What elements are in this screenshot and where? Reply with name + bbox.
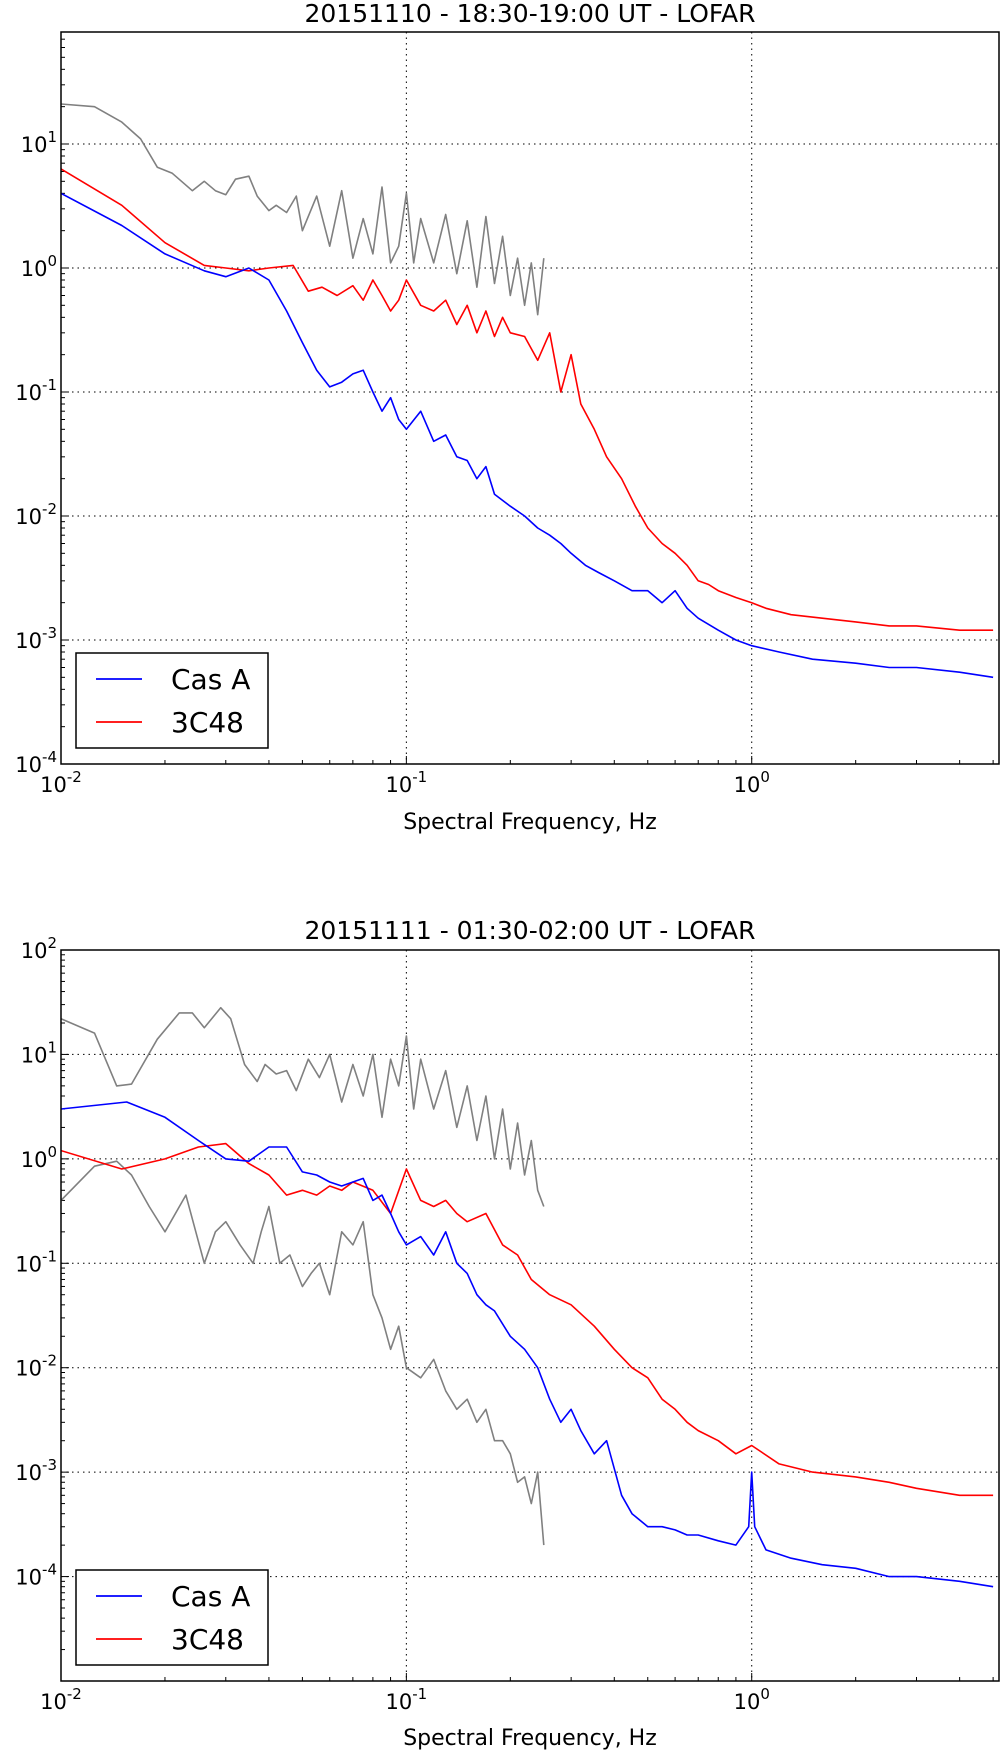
legend-label: Cas A [171, 1580, 250, 1613]
x-axis-label: Spectral Frequency, Hz [403, 810, 657, 835]
x-tick-label: 100 [734, 768, 770, 797]
y-tick-label: 10-3 [15, 624, 57, 653]
legend-box [75, 652, 269, 749]
chart-title: 20151110 - 18:30-19:00 UT - LOFAR [305, 0, 756, 28]
chart-title: 20151111 - 01:30-02:00 UT - LOFAR [305, 916, 756, 945]
y-tick-label: 100 [21, 1143, 57, 1172]
chart-panel-bottom: 20151111 - 01:30-02:00 UT - LOFAR 10-2 10-… [15, 916, 1000, 1751]
series-line-gray-0 [61, 1006, 545, 1207]
axes-frame [60, 949, 1000, 1682]
legend-label: 3C48 [171, 1623, 244, 1656]
legend-label: Cas A [171, 663, 250, 696]
y-tick-label: 10-1 [15, 1247, 57, 1276]
y-tick-label: 101 [21, 1038, 57, 1067]
legend-box [75, 1569, 269, 1666]
y-tick-label: 101 [21, 128, 57, 157]
x-tick-label: 100 [734, 1685, 770, 1714]
legend: Cas A 3C48 [75, 652, 269, 749]
y-tick-label: 10-1 [15, 376, 57, 405]
legend: Cas A 3C48 [75, 1569, 269, 1666]
series-line-cas-a [61, 192, 994, 679]
y-tick-label: 10-4 [15, 1561, 57, 1590]
x-tick-label: 10-1 [386, 1685, 428, 1714]
series-group [61, 1006, 994, 1588]
series-line-gray-0 [61, 103, 545, 316]
series-line-gray-1 [61, 1160, 545, 1546]
y-tick-label: 102 [21, 934, 57, 963]
legend-label: 3C48 [171, 706, 244, 739]
x-tick-label: 10-2 [40, 768, 82, 797]
y-tick-label: 10-4 [15, 748, 57, 777]
series-group [61, 103, 994, 679]
series-line-cas-a [61, 1101, 994, 1588]
x-axis-label: Spectral Frequency, Hz [403, 1726, 657, 1751]
y-tick-label: 100 [21, 252, 57, 281]
series-line-3c48 [61, 168, 994, 632]
axes-frame [60, 31, 1000, 765]
y-tick-label: 10-2 [15, 1352, 57, 1381]
series-line-3c48 [61, 1142, 994, 1497]
x-tick-label: 10-1 [386, 768, 428, 797]
y-tick-label: 10-2 [15, 500, 57, 529]
x-tick-label: 10-2 [40, 1685, 82, 1714]
y-tick-label: 10-3 [15, 1456, 57, 1485]
